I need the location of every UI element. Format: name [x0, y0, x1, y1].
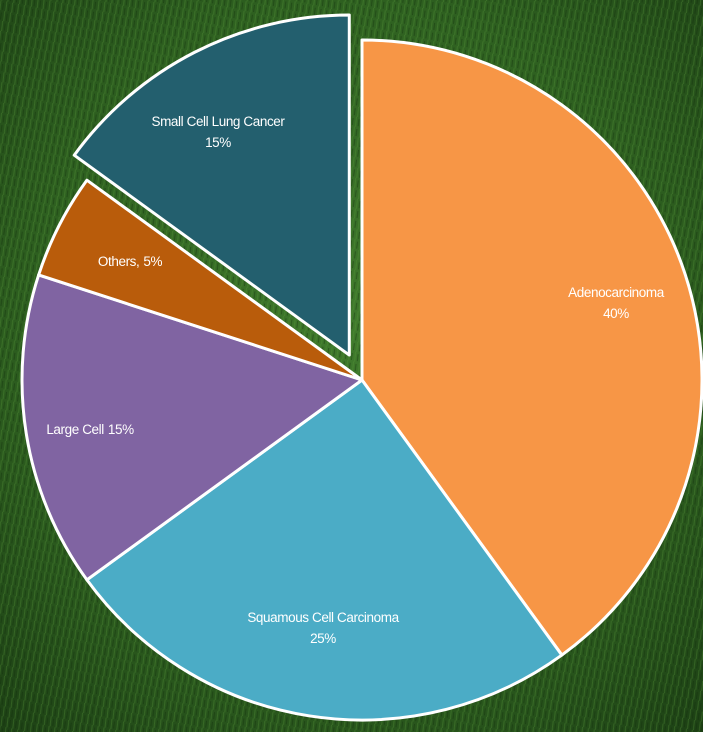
category-label: Adenocarcinoma	[568, 285, 665, 300]
category-label: Large Cell	[46, 422, 104, 437]
category-label: Squamous Cell Carcinoma	[247, 610, 399, 625]
value-label: 15%	[108, 422, 134, 437]
chart: Adenocarcinoma 40% Squamous Cell Carcinoma…	[0, 0, 703, 732]
value-label: 5%	[143, 254, 162, 269]
slice-label: Large Cell 15%	[46, 422, 134, 437]
category-label: Others,	[98, 254, 139, 269]
value-label: 40%	[603, 306, 629, 321]
value-label: 25%	[310, 631, 336, 646]
category-label: Small Cell Lung Cancer	[151, 114, 285, 129]
slice-label: Others, 5%	[98, 254, 163, 269]
value-label: 15%	[205, 135, 231, 150]
page: Adenocarcinoma 40% Squamous Cell Carcinoma…	[0, 0, 703, 732]
